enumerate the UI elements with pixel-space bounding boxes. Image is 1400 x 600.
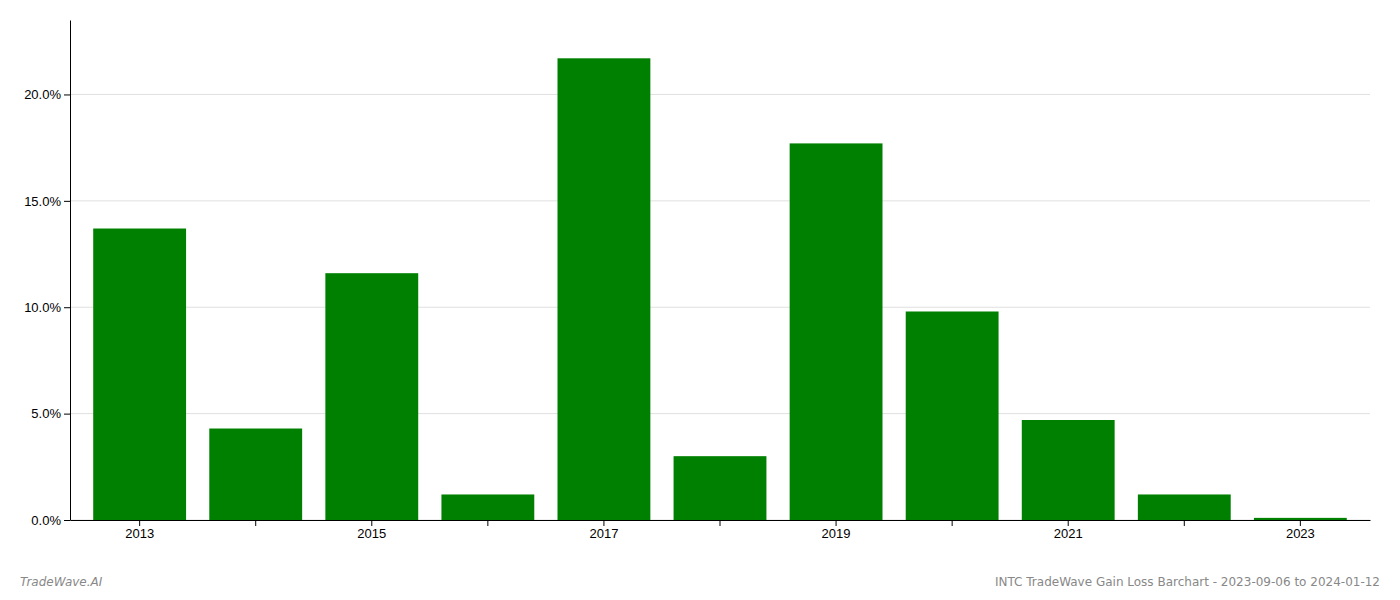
x-tick <box>1184 520 1185 526</box>
x-tick <box>952 520 953 526</box>
x-tick-mark <box>1068 520 1069 526</box>
bar <box>1022 420 1115 520</box>
x-tick-label: 2019 <box>822 526 851 541</box>
grid-line <box>70 94 1370 95</box>
x-tick: 2013 <box>125 520 154 541</box>
y-tick-label: 5.0% <box>31 406 61 421</box>
y-tick-mark <box>64 201 70 202</box>
y-tick: 5.0% <box>31 406 70 421</box>
x-tick <box>720 520 721 526</box>
x-tick-mark <box>255 520 256 526</box>
bar <box>790 143 883 520</box>
y-tick-label: 10.0% <box>24 300 61 315</box>
bar <box>558 58 651 520</box>
x-tick-mark <box>603 520 604 526</box>
bars <box>93 58 1347 520</box>
x-tick: 2015 <box>357 520 386 541</box>
bar <box>906 311 999 520</box>
x-tick: 2019 <box>822 520 851 541</box>
grid-line <box>70 413 1370 414</box>
y-tick: 15.0% <box>24 194 70 209</box>
x-tick-label: 2017 <box>589 526 618 541</box>
x-tick-mark <box>371 520 372 526</box>
x-tick-label: 2013 <box>125 526 154 541</box>
x-tick-mark <box>1300 520 1301 526</box>
bar <box>93 229 186 520</box>
x-tick-mark <box>720 520 721 526</box>
y-tick: 10.0% <box>24 300 70 315</box>
x-tick <box>255 520 256 526</box>
y-tick-label: 20.0% <box>24 87 61 102</box>
y-axis-line <box>70 21 71 521</box>
y-tick-mark <box>64 94 70 95</box>
x-tick-label: 2021 <box>1054 526 1083 541</box>
y-tick-mark <box>64 520 70 521</box>
plot: 2013 2015 2017 2019 2021 2023 0.0% 5.0% 10.0% 15.… <box>24 21 1370 542</box>
x-tick-mark <box>1184 520 1185 526</box>
x-tick-mark <box>836 520 837 526</box>
chart: 2013 2015 2017 2019 2021 2023 0.0% 5.0% 10.0% 15.… <box>0 0 1400 600</box>
x-tick: 2021 <box>1054 520 1083 541</box>
y-axis: 0.0% 5.0% 10.0% 15.0% 20.0% <box>24 21 70 528</box>
x-tick-mark <box>139 520 140 526</box>
x-tick-label: 2015 <box>357 526 386 541</box>
x-axis: 2013 2015 2017 2019 2021 2023 <box>71 520 1371 541</box>
grid-line <box>70 307 1370 308</box>
bar <box>1138 494 1231 520</box>
bar <box>325 273 418 520</box>
grid <box>70 94 1370 520</box>
x-tick-mark <box>487 520 488 526</box>
footer-right: INTC TradeWave Gain Loss Barchart - 2023… <box>995 575 1380 589</box>
y-tick: 20.0% <box>24 87 70 102</box>
x-tick: 2023 <box>1286 520 1315 541</box>
y-tick-mark <box>64 307 70 308</box>
y-tick-label: 0.0% <box>31 513 61 528</box>
x-tick <box>487 520 488 526</box>
y-tick-label: 15.0% <box>24 194 61 209</box>
grid-line <box>70 200 1370 201</box>
bar <box>209 429 302 520</box>
bar <box>674 456 767 520</box>
bar <box>1254 518 1347 520</box>
y-tick: 0.0% <box>31 513 70 528</box>
y-tick-mark <box>64 414 70 415</box>
x-tick: 2017 <box>589 520 618 541</box>
bar <box>441 494 534 520</box>
footer-left: TradeWave.AI <box>20 575 103 589</box>
x-tick-mark <box>952 520 953 526</box>
x-tick-label: 2023 <box>1286 526 1315 541</box>
